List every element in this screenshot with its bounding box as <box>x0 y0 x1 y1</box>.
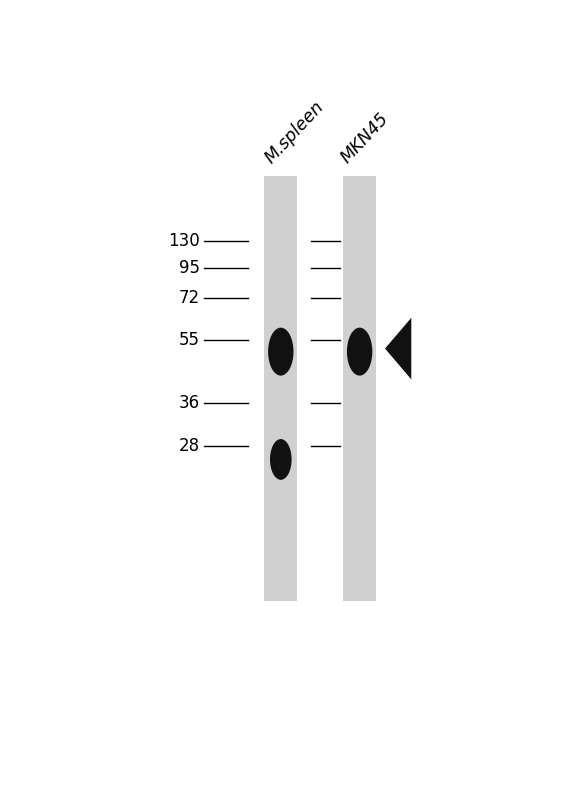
Text: 28: 28 <box>179 437 200 455</box>
Ellipse shape <box>270 439 292 480</box>
Bar <box>264 176 297 601</box>
Text: 36: 36 <box>179 394 200 412</box>
Ellipse shape <box>347 328 372 376</box>
Text: M.spleen: M.spleen <box>261 98 327 167</box>
Text: 55: 55 <box>179 331 200 349</box>
Bar <box>343 176 376 601</box>
Text: 95: 95 <box>179 259 200 278</box>
Polygon shape <box>385 318 411 379</box>
Ellipse shape <box>268 328 293 376</box>
Text: MKN45: MKN45 <box>338 110 393 167</box>
Text: 130: 130 <box>168 232 200 250</box>
Text: 72: 72 <box>179 289 200 307</box>
